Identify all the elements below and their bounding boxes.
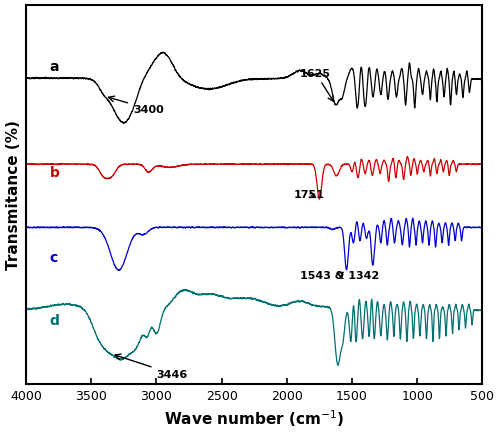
Text: 3400: 3400 <box>108 97 164 115</box>
Text: c: c <box>50 250 58 264</box>
Text: 1625: 1625 <box>300 69 334 102</box>
X-axis label: Wave number (cm$^{-1}$): Wave number (cm$^{-1}$) <box>164 408 344 428</box>
Text: 1543 & 1342: 1543 & 1342 <box>300 270 379 280</box>
Y-axis label: Transmitance (%): Transmitance (%) <box>6 120 20 270</box>
Text: 1751: 1751 <box>294 190 324 200</box>
Text: 3446: 3446 <box>115 354 188 379</box>
Text: b: b <box>50 165 59 179</box>
Text: d: d <box>50 313 59 327</box>
Text: a: a <box>50 60 59 74</box>
